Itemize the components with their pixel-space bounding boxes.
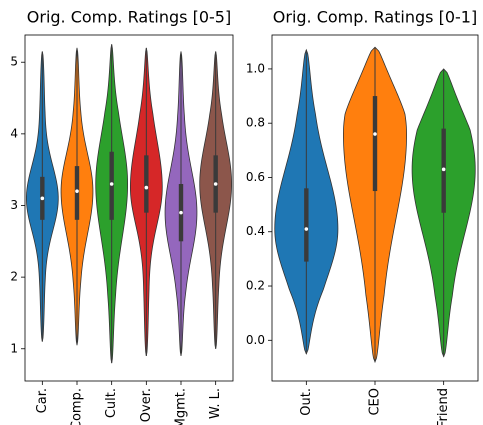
violin-box [304, 188, 309, 262]
x-tick-label: Cult. [104, 388, 119, 418]
violin-median [213, 182, 218, 186]
x-tick-label: Mgmt. [174, 388, 189, 425]
y-tick-label: 0.0 [246, 333, 265, 347]
chart-title: Orig. Comp. Ratings [0-5] [27, 8, 231, 27]
x-tick-label: Friend [436, 388, 451, 425]
y-tick-label: 0.6 [246, 170, 265, 184]
x-tick-label: Over. [139, 388, 154, 422]
violin-box [372, 96, 378, 192]
violin-median [441, 167, 446, 172]
violin-median [40, 196, 45, 201]
y-tick-label: 4 [10, 126, 18, 140]
y-tick-label: 1.0 [246, 61, 265, 75]
violin-median [75, 189, 79, 193]
violin-median [144, 185, 149, 190]
y-tick-label: 3 [10, 198, 18, 212]
x-tick-label: W. L. [208, 388, 223, 419]
violin-box [144, 155, 149, 213]
x-tick-label: Comp. [70, 388, 85, 425]
violin-median [109, 182, 114, 186]
y-tick-label: 5 [10, 55, 18, 69]
violin-median [304, 227, 309, 231]
x-tick-label: Car. [35, 388, 50, 413]
y-tick-label: 0.2 [246, 279, 265, 293]
plot-frame [271, 34, 479, 382]
x-tick-label: Out. [299, 388, 314, 416]
violin-median [373, 132, 377, 136]
y-tick-label: 0.4 [246, 224, 265, 238]
chart-title: Orig. Comp. Ratings [0-1] [273, 8, 477, 27]
plot-frame [24, 34, 234, 382]
x-tick-label: CEO [368, 388, 383, 416]
y-tick-label: 2 [10, 270, 18, 284]
y-tick-label: 1 [10, 341, 18, 355]
violin-median [179, 210, 183, 215]
y-tick-label: 0.8 [246, 116, 265, 130]
